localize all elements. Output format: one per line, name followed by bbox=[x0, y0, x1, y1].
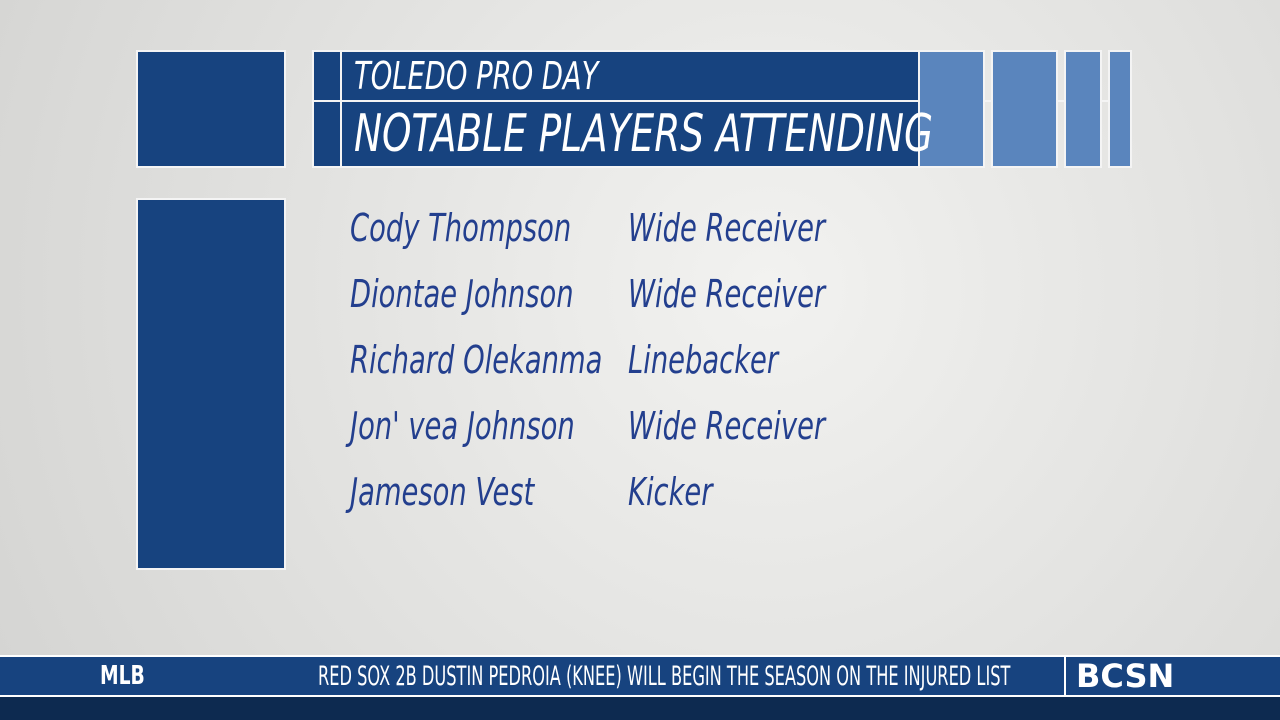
title-panel bbox=[312, 50, 920, 168]
player-name: Diontae Johnson bbox=[350, 272, 574, 316]
block bbox=[136, 198, 286, 570]
player-position: Linebacker bbox=[628, 338, 779, 382]
ticker: MLB RED SOX 2B DUSTIN PEDROIA (KNEE) WIL… bbox=[0, 655, 1280, 697]
network-logo: BCSN bbox=[1076, 657, 1175, 695]
headline: RED SOX 2B DUSTIN PEDROIA (KNEE) WILL BE… bbox=[318, 661, 1011, 692]
player-name: Cody Thompson bbox=[350, 206, 572, 250]
player-name: Jon' vea Johnson bbox=[350, 404, 575, 448]
accent bbox=[991, 50, 1058, 168]
player-name: Jameson Vest bbox=[350, 470, 535, 514]
player-position: Wide Receiver bbox=[628, 272, 826, 316]
accent bbox=[1064, 50, 1102, 168]
bottom-bar bbox=[0, 697, 1280, 720]
player-position: Wide Receiver bbox=[628, 206, 826, 250]
player-position: Wide Receiver bbox=[628, 404, 826, 448]
accent bbox=[1108, 50, 1132, 168]
divider bbox=[1064, 657, 1066, 695]
divider bbox=[340, 50, 342, 168]
player-name: Richard Olekanma bbox=[350, 338, 603, 382]
player-position: Kicker bbox=[628, 470, 713, 514]
block bbox=[136, 50, 286, 168]
subtitle: NOTABLE PLAYERS ATTENDING bbox=[354, 104, 934, 164]
title: TOLEDO PRO DAY bbox=[354, 54, 599, 98]
accent bbox=[918, 50, 985, 168]
divider bbox=[312, 100, 1132, 102]
league: MLB bbox=[100, 661, 145, 691]
